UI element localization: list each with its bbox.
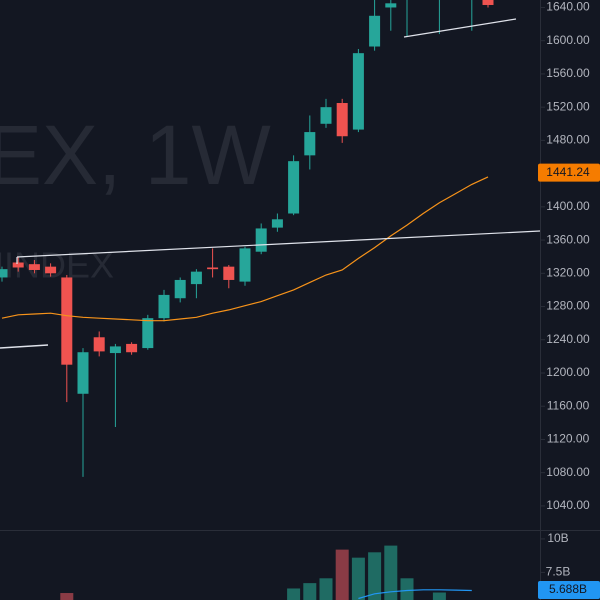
volume-bar [432,592,446,600]
y-tick-label: 1400.00 [546,199,590,213]
y-tick-label: 1640.00 [546,0,590,14]
candle-body [207,267,219,270]
last-value-label: 1441.24 [546,165,590,179]
y-tick-label: 7.5B [546,565,571,579]
volume-bar [60,593,74,600]
candle-body [61,277,73,365]
y-tick-label: 1160.00 [547,398,590,412]
candle-body [45,266,57,274]
y-tick-label: 1080.00 [546,465,590,479]
candle-body [385,3,397,8]
candle-body [369,15,381,47]
trendline [403,18,517,38]
candle-body [174,279,186,299]
volume-bar [351,557,365,600]
watermark-title: EX, 1W [0,108,271,202]
last-value-label: 5.688B [549,582,587,596]
y-tick-label: 1520.00 [546,99,590,113]
y-tick-label: 1040.00 [546,498,590,512]
candle-body [336,103,348,137]
volume-bar [368,552,382,600]
y-tick-label: 1480.00 [546,133,590,147]
y-tick-label: 1360.00 [546,232,590,246]
price-pane [0,0,494,477]
volume-bar [303,583,317,600]
y-tick-label: 10B [547,531,568,545]
moving-average [1,176,489,322]
candle-body [93,337,105,352]
volume-bar [384,545,398,600]
candle-body [0,269,8,278]
candle-body [190,271,202,285]
y-tick-label: 1200.00 [546,365,590,379]
candle-body [320,107,332,124]
trendline [16,230,540,258]
candle-body [158,294,170,319]
y-tick-label: 1560.00 [546,66,590,80]
volume-bar [400,578,414,600]
candle-body [271,219,283,228]
y-tick-label: 1240.00 [546,332,590,346]
candle-body [304,132,316,156]
last-value-box [538,163,600,182]
candle-body [239,248,251,282]
candle-body [482,0,494,5]
candle-body [126,343,138,353]
candle-body [288,161,300,214]
candle-body [109,346,121,354]
last-value-box [538,581,600,599]
trendline [0,344,49,349]
y-tick-label: 1120.00 [547,432,590,446]
volume-bar [335,549,349,600]
candle-body [28,264,40,270]
volume-bar [287,588,301,600]
candle-body [77,352,89,394]
price-scale: 1040.00 1080.00 1120.00 1160.00 1200.00 1240.… [538,0,600,599]
candle-body [12,262,24,268]
y-tick-label: 1600.00 [546,33,590,47]
volume-pane [60,545,472,600]
drawings [0,18,540,349]
candle-body [255,228,267,252]
candle-body [223,266,235,280]
y-tick-label: 1280.00 [546,299,590,313]
y-tick-label: 1320.00 [546,265,590,279]
volume-bar [319,578,333,600]
moving-average [358,589,472,600]
candle-body [142,318,154,349]
candle-body [352,53,364,130]
